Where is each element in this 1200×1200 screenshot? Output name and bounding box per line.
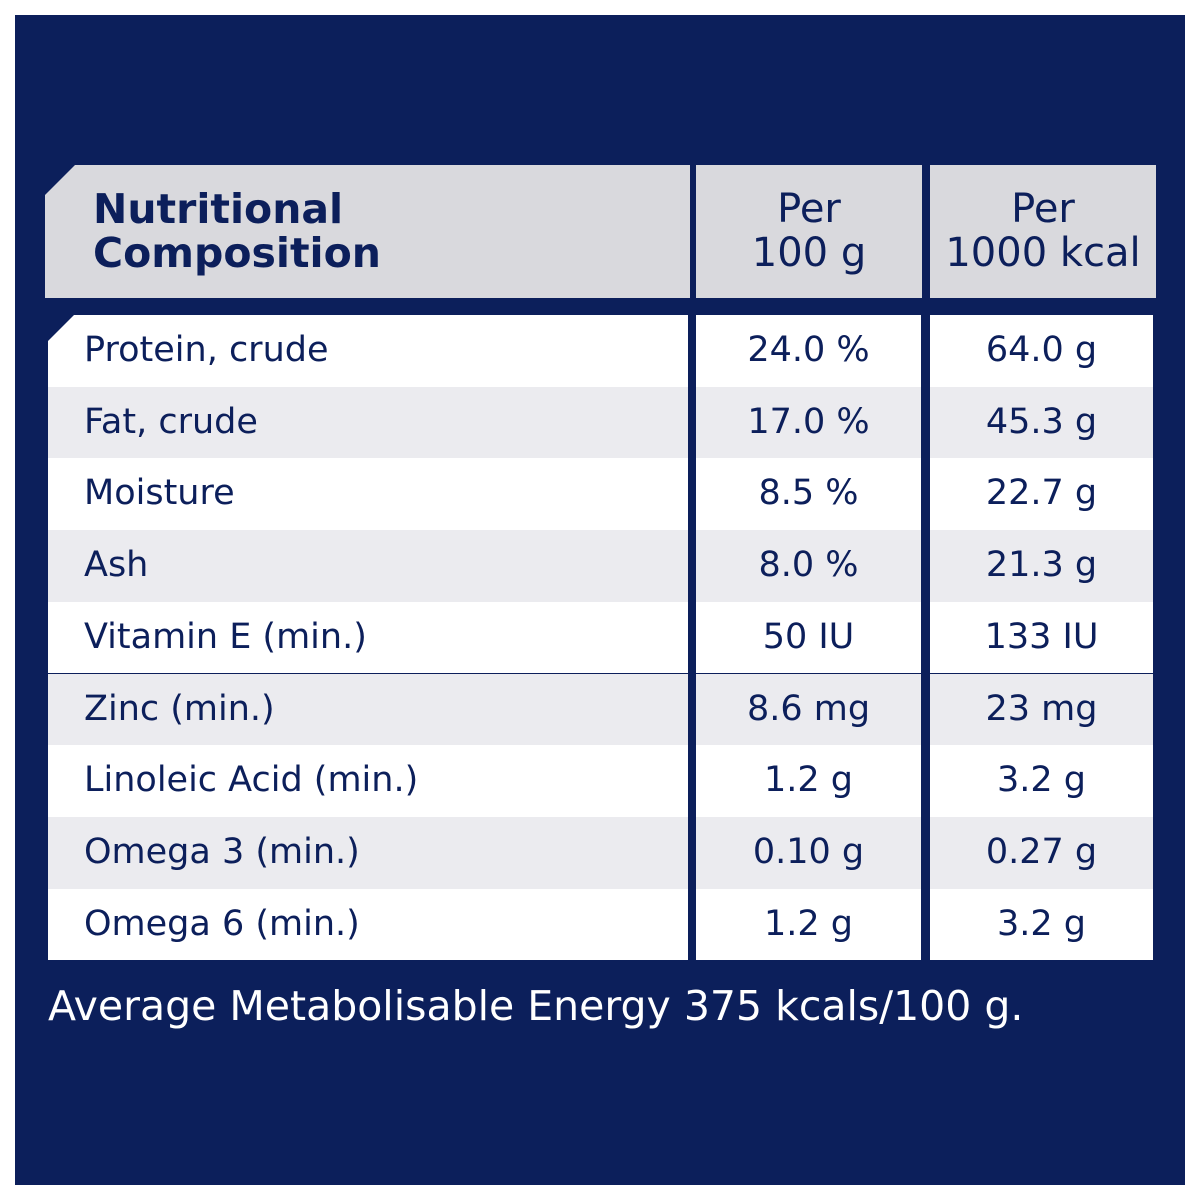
value-per-100g: 8.0 %	[696, 530, 921, 602]
header-col2-line2: 1000 kcal	[945, 230, 1141, 276]
header-title-line2: Composition	[93, 229, 381, 277]
table-row: Zinc (min.) 8.6 mg 23 mg	[48, 673, 1153, 746]
value-per-100g: 8.5 %	[696, 458, 921, 531]
header-per-100g: Per 100 g	[696, 165, 922, 298]
value-per-100g: 1.2 g	[696, 888, 921, 960]
value-per-1000kcal: 21.3 g	[930, 530, 1153, 602]
value-per-1000kcal: 133 IU	[930, 601, 1153, 674]
value-per-1000kcal: 22.7 g	[930, 458, 1153, 531]
header-col2-line1: Per	[1011, 186, 1075, 232]
nutrient-name: Ash	[48, 530, 688, 602]
nutrient-name: Fat, crude	[48, 386, 688, 459]
header-col1-line1: Per	[777, 186, 841, 232]
value-per-100g: 1.2 g	[696, 745, 921, 817]
table-row: Vitamin E (min.) 50 IU 133 IU	[48, 601, 1153, 674]
value-per-100g: 50 IU	[696, 601, 921, 674]
value-per-100g: 24.0 %	[696, 315, 921, 387]
table-row: Ash 8.0 % 21.3 g	[48, 530, 1153, 602]
table-row: Fat, crude 17.0 % 45.3 g	[48, 386, 1153, 459]
header-per-1000kcal: Per 1000 kcal	[930, 165, 1156, 298]
table-row: Protein, crude 24.0 % 64.0 g	[48, 315, 1153, 387]
nutrition-table-body: Protein, crude 24.0 % 64.0 g Fat, crude 17.0…	[48, 315, 1153, 960]
table-row: Omega 3 (min.) 0.10 g 0.27 g	[48, 816, 1153, 889]
value-per-1000kcal: 3.2 g	[930, 745, 1153, 817]
value-per-1000kcal: 45.3 g	[930, 386, 1153, 459]
nutrient-name: Moisture	[48, 458, 688, 531]
value-per-1000kcal: 64.0 g	[930, 315, 1153, 387]
header-nutrient: Nutritional Composition	[45, 165, 690, 298]
energy-footnote: Average Metabolisable Energy 375 kcals/1…	[48, 982, 1024, 1030]
nutrient-name: Omega 6 (min.)	[48, 888, 688, 960]
value-per-100g: 8.6 mg	[696, 673, 921, 746]
header-col1-line2: 100 g	[751, 230, 867, 276]
value-per-1000kcal: 0.27 g	[930, 816, 1153, 889]
nutrient-name: Vitamin E (min.)	[48, 601, 688, 674]
value-per-1000kcal: 3.2 g	[930, 888, 1153, 960]
header-title-line1: Nutritional	[93, 185, 344, 233]
table-row: Omega 6 (min.) 1.2 g 3.2 g	[48, 888, 1153, 960]
value-per-100g: 17.0 %	[696, 386, 921, 459]
nutrient-name: Zinc (min.)	[48, 673, 688, 746]
nutrient-name: Protein, crude	[48, 315, 688, 387]
value-per-1000kcal: 23 mg	[930, 673, 1153, 746]
value-per-100g: 0.10 g	[696, 816, 921, 889]
table-row: Linoleic Acid (min.) 1.2 g 3.2 g	[48, 745, 1153, 817]
table-row: Moisture 8.5 % 22.7 g	[48, 458, 1153, 531]
nutrient-name: Omega 3 (min.)	[48, 816, 688, 889]
nutrient-name: Linoleic Acid (min.)	[48, 745, 688, 817]
